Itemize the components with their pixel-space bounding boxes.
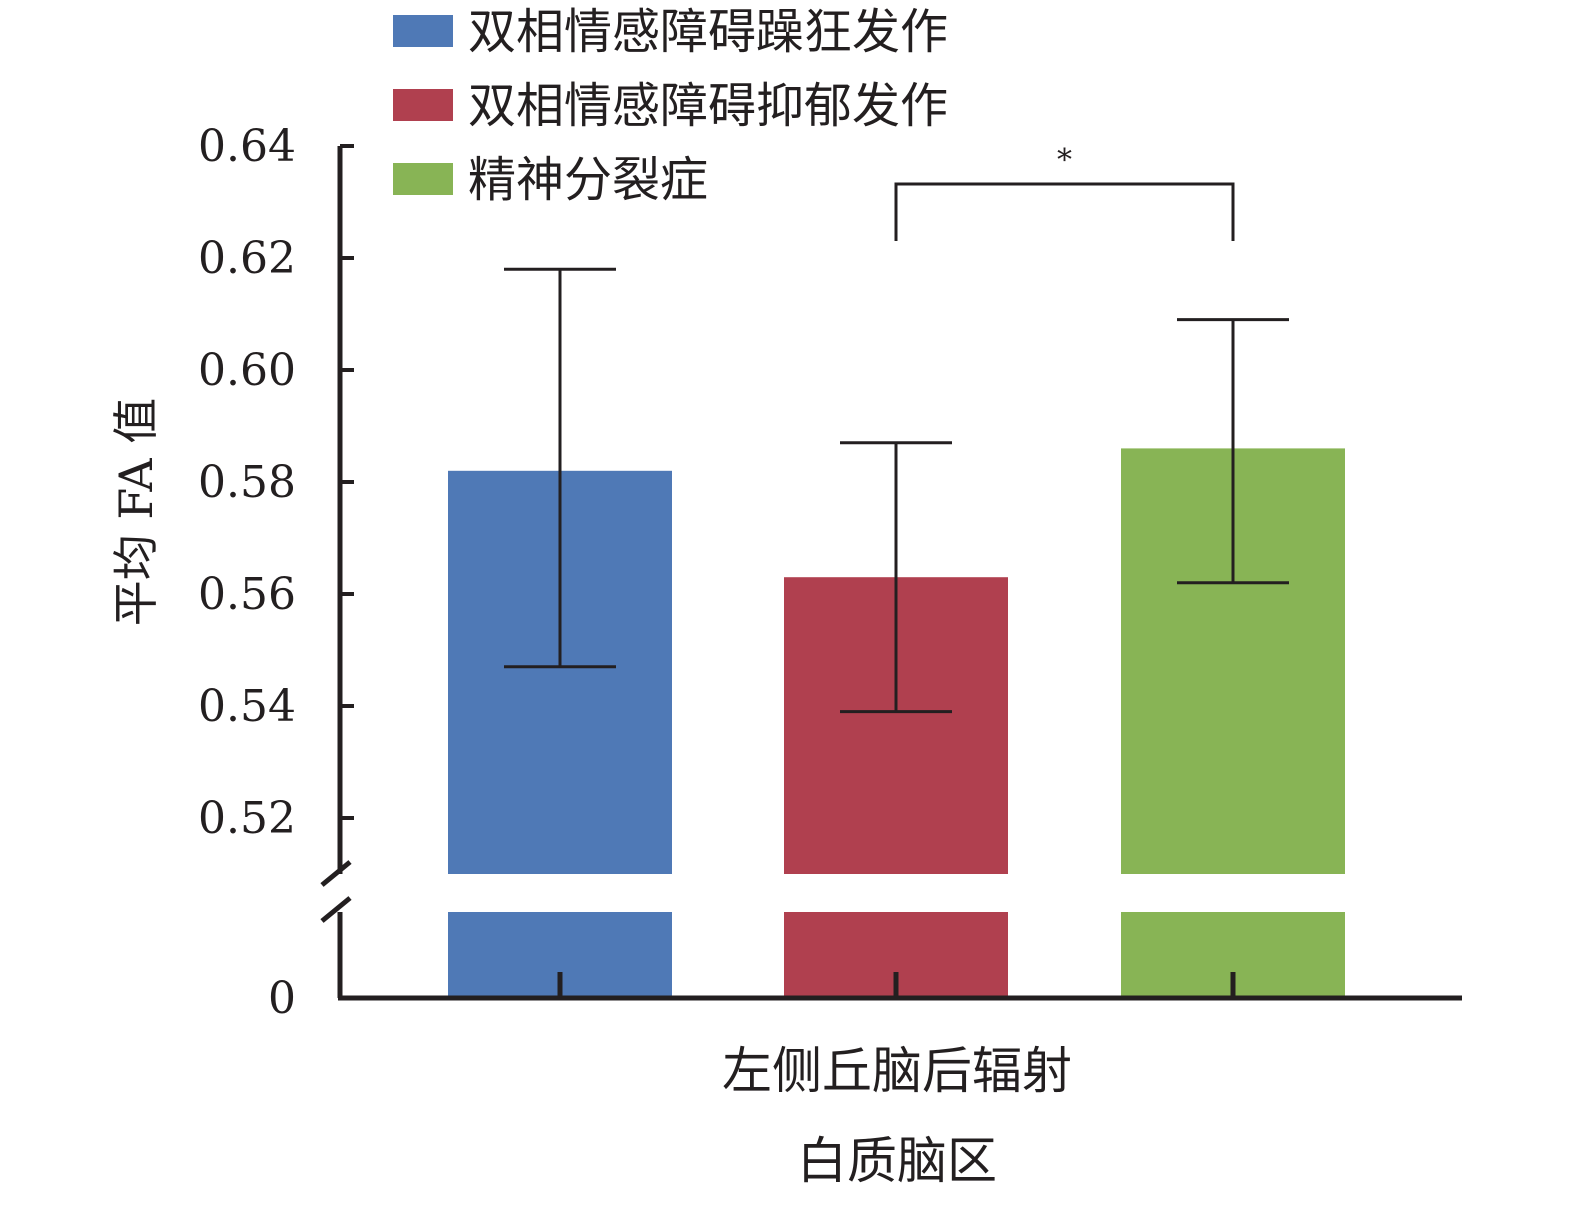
significance-bracket-1: [894, 182, 1235, 241]
legend-swatch-3: [393, 163, 453, 195]
y-tick-label-0.56: 0.56: [198, 569, 296, 620]
y-axis-title: 平均 FA 值: [109, 398, 163, 626]
axis-break-mark-lower: [320, 896, 352, 923]
y-tick-label-0.60: 0.60: [198, 345, 296, 396]
x-axis-title: 白质脑区: [797, 1132, 997, 1190]
y-tick-label-0.54: 0.54: [198, 681, 296, 732]
y-tick-label-0.52: 0.52: [198, 793, 296, 844]
legend-label-3: 精神分裂症: [468, 152, 708, 208]
legend-swatch-1: [393, 15, 453, 47]
y-tick-label-0.64: 0.64: [198, 121, 296, 172]
legend-label-1: 双相情感障碍躁狂发作: [468, 4, 948, 60]
significance-marker-1: *: [1057, 143, 1072, 178]
legend-label-2: 双相情感障碍抑郁发作: [468, 78, 948, 134]
axis-break-mark-upper: [320, 860, 352, 887]
significance-layer: *: [894, 143, 1235, 241]
error-bars-layer: [504, 267, 1289, 714]
axis-layer: 0.64 0.62 0.60 0.58 0.56 0.54 0.52 0: [198, 121, 1462, 1024]
y-tick-label-0: 0: [268, 973, 296, 1024]
y-tick-label-0.62: 0.62: [198, 233, 296, 284]
legend-swatch-2: [393, 89, 453, 121]
y-tick-label-0.58: 0.58: [198, 457, 296, 508]
category-label: 左侧丘脑后辐射: [722, 1042, 1072, 1100]
